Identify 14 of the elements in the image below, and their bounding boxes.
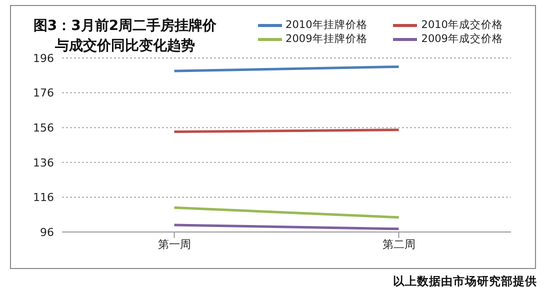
- x-tick-label: 第一周: [158, 238, 191, 251]
- y-tick-label: 156: [33, 122, 54, 135]
- legend-label: 2009年挂牌价格: [284, 32, 368, 46]
- text: 以上数据由市场研究部提供: [393, 274, 537, 289]
- y-tick-label: 196: [33, 52, 54, 65]
- legend-label: 2010年成交价格: [420, 18, 503, 32]
- y-tick-label: 116: [33, 191, 54, 204]
- legend-label: 2010年挂牌价格: [284, 18, 368, 32]
- y-tick-label: 176: [33, 86, 54, 100]
- chart-title: 图3：3月前2周二手房挂牌价与成交价同比变化趋势: [33, 18, 217, 54]
- y-tick-label: 136: [33, 156, 54, 170]
- y-tick-label: 96: [40, 226, 54, 239]
- legend-label: 2009年成交价格: [420, 32, 503, 46]
- x-tick-label: 第二周: [382, 238, 416, 251]
